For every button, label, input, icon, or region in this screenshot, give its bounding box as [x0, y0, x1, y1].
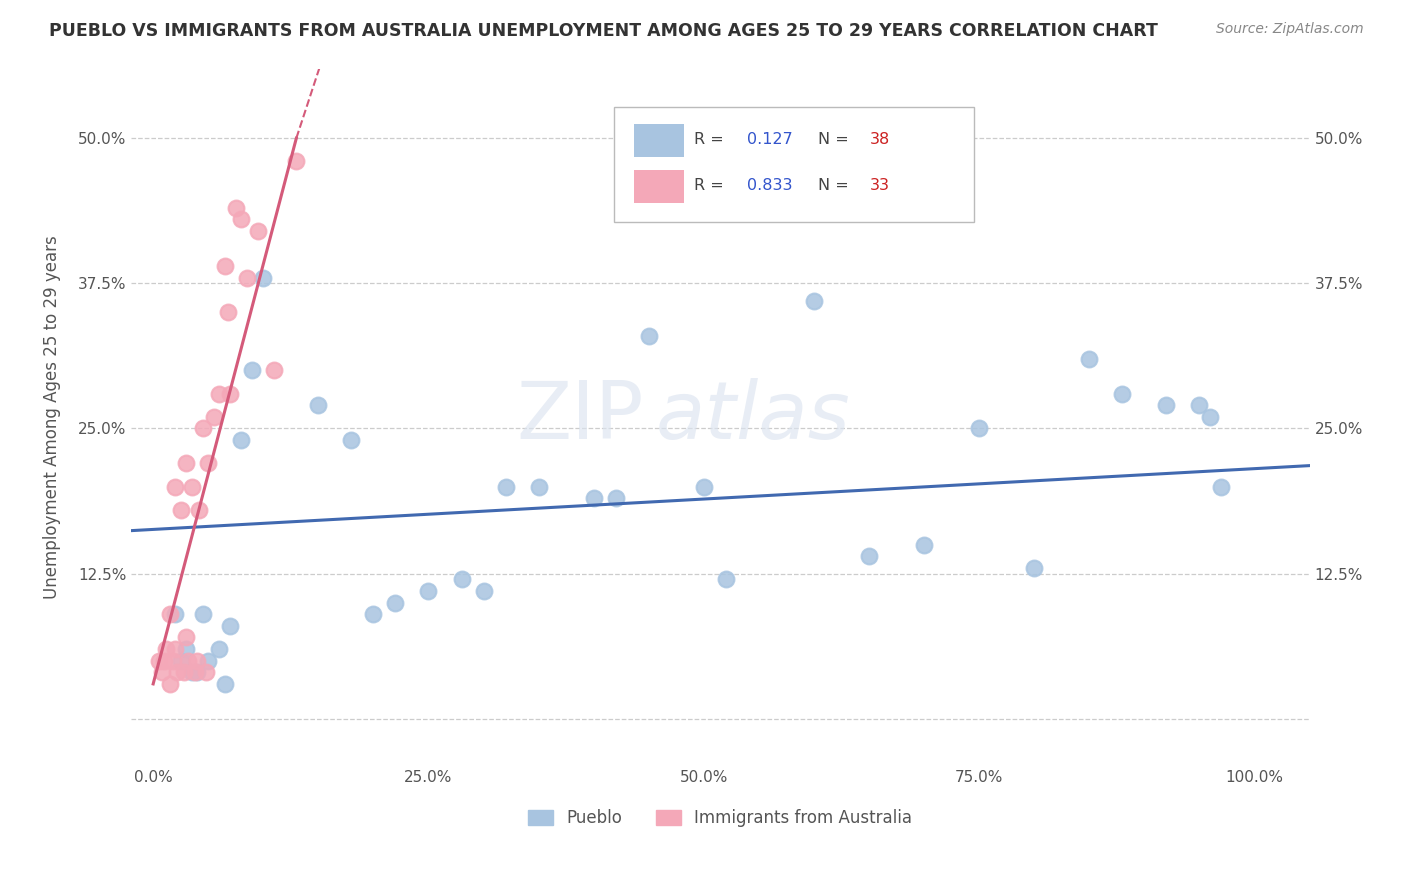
Point: [1199, 409, 1222, 424]
Point: [197, 654, 219, 668]
FancyBboxPatch shape: [614, 107, 974, 222]
Point: [195, 665, 218, 680]
Point: [219, 386, 242, 401]
Point: [967, 421, 990, 435]
Point: [214, 677, 236, 691]
Point: [246, 224, 269, 238]
Point: [225, 201, 247, 215]
Point: [174, 631, 197, 645]
Point: [285, 154, 308, 169]
Point: [450, 573, 472, 587]
Point: [180, 479, 202, 493]
Point: [174, 642, 197, 657]
Point: [159, 607, 181, 622]
Point: [340, 433, 363, 447]
Point: [165, 642, 187, 657]
Point: [1024, 561, 1046, 575]
Point: [202, 409, 225, 424]
Point: [180, 665, 202, 680]
Point: [363, 607, 385, 622]
Point: [236, 270, 259, 285]
Point: [191, 607, 214, 622]
Point: [495, 479, 517, 493]
Point: [155, 642, 177, 657]
Point: [170, 502, 193, 516]
Point: [418, 584, 440, 599]
Text: 33: 33: [870, 178, 890, 193]
Text: R =: R =: [695, 132, 730, 147]
Point: [150, 665, 173, 680]
Text: atlas: atlas: [655, 378, 851, 456]
Point: [184, 665, 207, 680]
Point: [637, 328, 659, 343]
Point: [1156, 398, 1178, 412]
Point: [208, 642, 231, 657]
Point: [170, 654, 193, 668]
Point: [165, 479, 187, 493]
Point: [252, 270, 274, 285]
Point: [162, 654, 184, 668]
Point: [472, 584, 495, 599]
Point: [186, 665, 208, 680]
Point: [197, 456, 219, 470]
Text: N =: N =: [818, 178, 853, 193]
Text: PUEBLO VS IMMIGRANTS FROM AUSTRALIA UNEMPLOYMENT AMONG AGES 25 TO 29 YEARS CORRE: PUEBLO VS IMMIGRANTS FROM AUSTRALIA UNEM…: [49, 22, 1159, 40]
Point: [912, 538, 935, 552]
Text: 0.127: 0.127: [748, 132, 793, 147]
Point: [148, 654, 170, 668]
Text: Source: ZipAtlas.com: Source: ZipAtlas.com: [1216, 22, 1364, 37]
Y-axis label: Unemployment Among Ages 25 to 29 years: Unemployment Among Ages 25 to 29 years: [44, 235, 60, 599]
Text: N =: N =: [818, 132, 853, 147]
Point: [527, 479, 550, 493]
Point: [186, 654, 208, 668]
Point: [153, 654, 176, 668]
Point: [208, 386, 231, 401]
Point: [217, 305, 239, 319]
Text: 38: 38: [870, 132, 890, 147]
Point: [714, 573, 737, 587]
Bar: [634, 169, 683, 203]
Point: [1188, 398, 1211, 412]
Point: [166, 665, 188, 680]
Point: [1078, 351, 1101, 366]
Point: [231, 212, 253, 227]
Text: ZIP: ZIP: [516, 378, 644, 456]
Point: [173, 665, 195, 680]
Point: [240, 363, 263, 377]
Point: [177, 654, 200, 668]
Point: [188, 502, 211, 516]
Point: [693, 479, 716, 493]
Point: [174, 456, 197, 470]
Text: R =: R =: [695, 178, 730, 193]
Point: [582, 491, 605, 505]
Point: [858, 549, 880, 564]
Point: [384, 596, 406, 610]
Point: [159, 677, 181, 691]
Point: [803, 293, 825, 308]
Point: [263, 363, 285, 377]
Point: [165, 607, 187, 622]
Point: [191, 421, 214, 435]
Bar: [634, 124, 683, 157]
Point: [214, 259, 236, 273]
Text: 0.833: 0.833: [748, 178, 793, 193]
Point: [231, 433, 253, 447]
Point: [219, 619, 242, 633]
Legend: Pueblo, Immigrants from Australia: Pueblo, Immigrants from Australia: [522, 802, 920, 833]
Point: [1111, 386, 1133, 401]
Point: [605, 491, 627, 505]
Point: [1211, 479, 1233, 493]
Point: [307, 398, 329, 412]
